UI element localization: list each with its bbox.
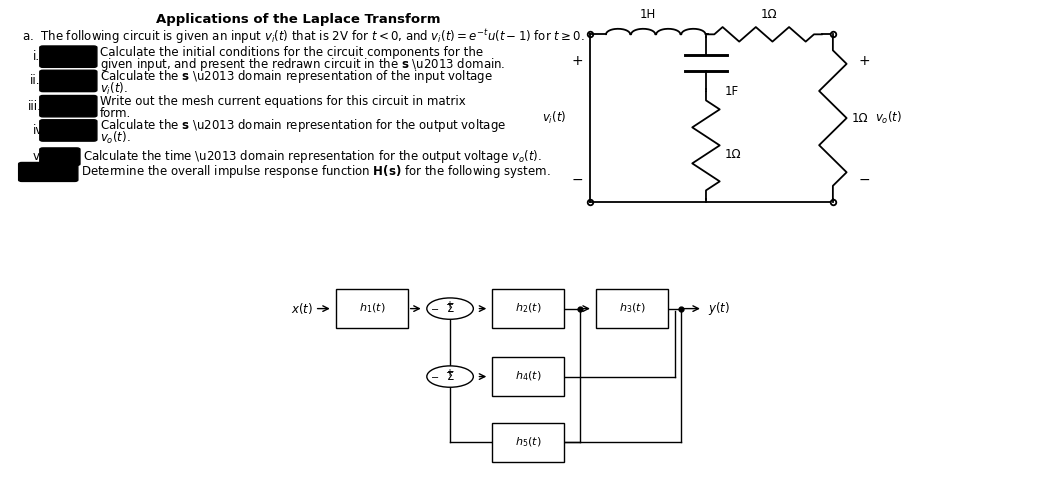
Text: Calculate the initial conditions for the circuit components for the: Calculate the initial conditions for the… — [100, 46, 484, 59]
Text: b.: b. — [22, 165, 33, 178]
Text: Calculate the $\mathbf{s}$ \u2013 domain representation of the input voltage: Calculate the $\mathbf{s}$ \u2013 domain… — [100, 68, 493, 85]
Text: $h_1(t)$: $h_1(t)$ — [358, 302, 385, 315]
Text: $h_2(t)$: $h_2(t)$ — [516, 302, 541, 315]
Text: Determine the overall impulse response function $\mathbf{H(s)}$ for the followin: Determine the overall impulse response f… — [81, 163, 551, 180]
Text: $x(t)$: $x(t)$ — [290, 301, 313, 316]
FancyBboxPatch shape — [39, 46, 97, 67]
Text: given input, and present the redrawn circuit in the $\mathbf{s}$ \u2013 domain.: given input, and present the redrawn cir… — [100, 56, 506, 73]
Text: 1F: 1F — [725, 85, 739, 98]
Text: $v_o(t)$: $v_o(t)$ — [875, 110, 902, 126]
Text: 1Ω: 1Ω — [851, 111, 868, 125]
Text: $y(t)$: $y(t)$ — [708, 300, 730, 317]
Bar — [596, 289, 668, 328]
Text: 1Ω: 1Ω — [761, 8, 778, 21]
Text: +: + — [571, 54, 583, 68]
Text: Write out the mesh current equations for this circuit in matrix: Write out the mesh current equations for… — [100, 95, 466, 108]
Bar — [492, 357, 564, 396]
Text: −: − — [571, 173, 583, 187]
Text: ii.: ii. — [30, 75, 40, 87]
Text: form.: form. — [100, 107, 132, 120]
Bar — [492, 423, 564, 462]
Text: −: − — [431, 373, 439, 383]
Text: v.: v. — [32, 150, 43, 163]
Text: $h_5(t)$: $h_5(t)$ — [516, 436, 541, 449]
Text: +: + — [445, 300, 453, 310]
Circle shape — [427, 366, 473, 387]
Text: 1H: 1H — [640, 8, 656, 21]
Text: $h_4(t)$: $h_4(t)$ — [516, 370, 541, 383]
Circle shape — [427, 298, 473, 319]
Text: −: − — [859, 173, 871, 187]
Text: a.  The following circuit is given an input $v_i(t)$ that is 2V for $t < 0$, and: a. The following circuit is given an inp… — [22, 27, 585, 46]
Bar — [336, 289, 408, 328]
Text: −: − — [431, 305, 439, 315]
Bar — [492, 289, 564, 328]
Text: Σ: Σ — [446, 370, 454, 383]
FancyBboxPatch shape — [19, 163, 78, 181]
FancyBboxPatch shape — [39, 120, 97, 141]
Text: $v_o(t)$.: $v_o(t)$. — [100, 130, 131, 146]
Text: +: + — [445, 368, 453, 379]
Text: iv.: iv. — [32, 124, 46, 137]
FancyBboxPatch shape — [39, 95, 97, 117]
Text: Applications of the Laplace Transform: Applications of the Laplace Transform — [156, 13, 440, 26]
Text: Calculate the time \u2013 domain representation for the output voltage $v_o(t)$.: Calculate the time \u2013 domain represe… — [83, 148, 542, 165]
FancyBboxPatch shape — [39, 70, 97, 92]
Text: i.: i. — [32, 50, 39, 63]
Text: $h_3(t)$: $h_3(t)$ — [619, 302, 645, 315]
Text: $v_i(t)$.: $v_i(t)$. — [100, 81, 128, 97]
Text: iii.: iii. — [28, 100, 43, 112]
Text: 1Ω: 1Ω — [725, 148, 742, 161]
Text: +: + — [859, 54, 871, 68]
Text: Calculate the $\mathbf{s}$ \u2013 domain representation for the output voltage: Calculate the $\mathbf{s}$ \u2013 domain… — [100, 117, 506, 134]
Text: $v_i(t)$: $v_i(t)$ — [542, 110, 567, 126]
FancyBboxPatch shape — [39, 148, 80, 165]
Text: Σ: Σ — [446, 302, 454, 315]
